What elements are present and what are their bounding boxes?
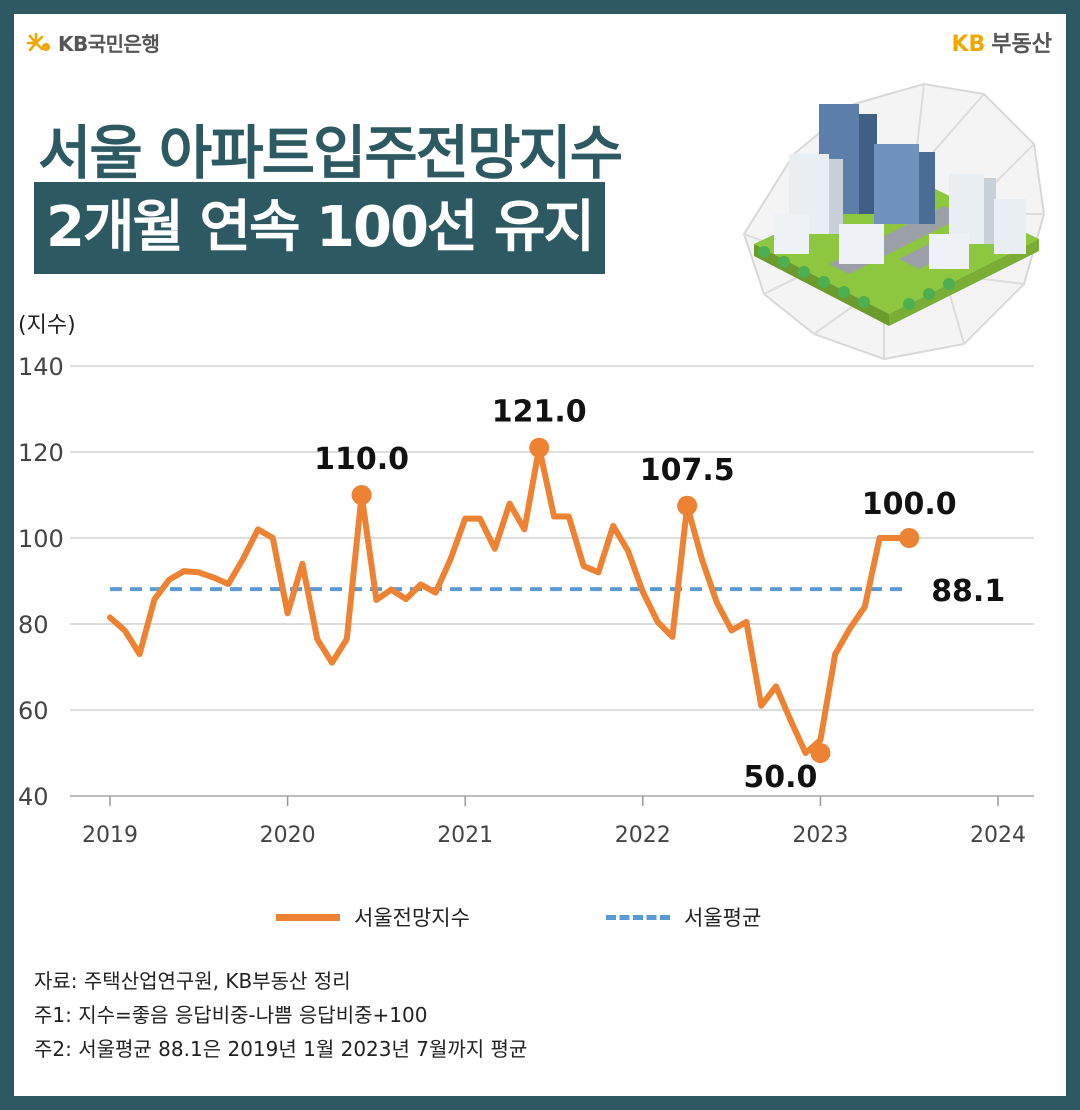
data-label: 121.0 <box>492 395 587 430</box>
y-tick-label: 60 <box>18 697 49 725</box>
annotated-point <box>677 495 698 516</box>
x-tick-label: 2020 <box>260 823 316 848</box>
legend-item-series: 서울전망지수 <box>276 902 470 932</box>
y-axis-label: (지수) <box>18 313 76 338</box>
note-2: 주2: 서울평균 88.1은 2019년 1월 2023년 7월까지 평균 <box>34 1037 528 1061</box>
realestate-label: 부동산 <box>991 32 1052 57</box>
legend-item-average: 서울평균 <box>606 902 761 932</box>
data-label: 100.0 <box>862 487 957 522</box>
annotated-point <box>351 485 372 505</box>
annotated-point <box>810 743 831 763</box>
data-label: 50.0 <box>743 760 817 795</box>
line-chart: (지수) 40 60 80 100 120 140 2019 2020 2021 2022 2023… <box>18 313 1034 848</box>
average-value-label: 88.1 <box>931 574 1005 609</box>
x-tick-label: 2022 <box>615 823 671 848</box>
city-buildings-illustration <box>742 82 1046 361</box>
note-source: 자료: 주택산업연구원, KB부동산 정리 <box>34 969 351 993</box>
note-1: 주1: 지수=좋음 응답비중-나쁨 응답비중+100 <box>34 1003 428 1027</box>
x-tick-label: 2019 <box>82 823 138 848</box>
kb-realestate-logo: KB 부동산 <box>951 26 1052 58</box>
chart-legend: 서울전망지수 서울평균 <box>14 902 1066 932</box>
kb-bank-logo: KB국민은행 <box>26 28 160 57</box>
legend-swatch-solid <box>276 913 340 921</box>
annotated-point <box>529 437 550 458</box>
bank-label: KB국민은행 <box>58 32 160 56</box>
x-tick-label: 2023 <box>792 823 848 848</box>
x-tick-label: 2021 <box>437 823 493 848</box>
source-notes: 자료: 주택산업연구원, KB부동산 정리 주1: 지수=좋음 응답비중-나쁨 … <box>34 964 527 1066</box>
data-label: 110.0 <box>314 442 409 477</box>
y-tick-label: 140 <box>18 353 64 381</box>
realestate-kb: KB <box>951 32 986 57</box>
legend-label-average: 서울평균 <box>684 906 762 930</box>
legend-label-series: 서울전망지수 <box>354 906 470 930</box>
title-line-1: 서울 아파트입주전망지수 <box>38 119 623 187</box>
x-tick-label: 2024 <box>970 823 1026 848</box>
data-label: 107.5 <box>640 453 735 488</box>
y-tick-label: 100 <box>18 525 64 553</box>
series-line <box>107 444 913 756</box>
y-tick-label: 80 <box>18 611 49 639</box>
y-tick-label: 120 <box>18 439 64 467</box>
title-line-2: 2개월 연속 100선 유지 <box>34 182 605 274</box>
kb-star-icon <box>26 32 50 51</box>
legend-swatch-dashed <box>606 914 670 920</box>
infographic-frame: KB국민은행 KB 부동산 서울 아파트입주전망지수 2개월 연속 100선 유지 <box>14 14 1066 1096</box>
y-tick-label: 40 <box>18 783 49 811</box>
annotated-point <box>899 528 920 548</box>
